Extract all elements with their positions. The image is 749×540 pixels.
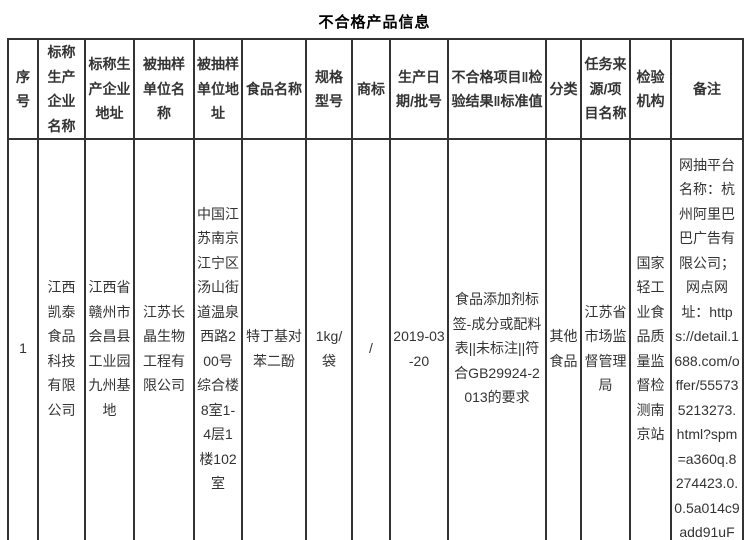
cell-producer-name: 江西凯泰食品科技有限公司 [37, 138, 86, 540]
col-header-serial-number: 序号 [7, 38, 39, 140]
cell-sampled-unit-name: 江苏长晶生物工程有限公司 [133, 138, 195, 540]
col-header-inspection-agency: 检验机构 [629, 38, 672, 140]
cell-category: 其他食品 [545, 138, 582, 540]
cell-producer-address: 江西省赣州市会昌县工业园九州基地 [84, 138, 135, 540]
nonconforming-products-table: 序号 标称生产企业名称 标称生产企业地址 被抽样单位名称 被抽样单位地址 食品名… [7, 38, 744, 540]
cell-food-name: 特丁基对苯二酚 [241, 138, 307, 540]
col-header-category: 分类 [545, 38, 582, 140]
cell-inspection-agency: 国家轻工业食品质量监督检测南京站 [629, 138, 672, 540]
cell-spec-model: 1kg/袋 [305, 138, 353, 540]
col-header-producer-address: 标称生产企业地址 [84, 38, 135, 140]
col-header-sampled-unit-name: 被抽样单位名称 [133, 38, 195, 140]
cell-serial-number: 1 [7, 138, 39, 540]
cell-remarks: 网抽平台名称：杭州阿里巴巴广告有限公司；网点网址：https://detail.… [670, 138, 744, 540]
col-header-remarks: 备注 [670, 38, 744, 140]
cell-sampled-unit-address: 中国江苏南京江宁区汤山街道温泉西路200号综合楼8室1-4层1楼102室 [193, 138, 243, 540]
cell-production-date-batch: 2019-03-20 [389, 138, 449, 540]
col-header-food-name: 食品名称 [241, 38, 307, 140]
col-header-sampled-unit-address: 被抽样单位地址 [193, 38, 243, 140]
col-header-producer-name: 标称生产企业名称 [37, 38, 86, 140]
cell-task-source-project-name: 江苏省市场监督管理局 [580, 138, 631, 540]
col-header-production-date-batch: 生产日期/批号 [389, 38, 449, 140]
table-header-row: 序号 标称生产企业名称 标称生产企业地址 被抽样单位名称 被抽样单位地址 食品名… [7, 38, 744, 140]
table-row: 1 江西凯泰食品科技有限公司 江西省赣州市会昌县工业园九州基地 江苏长晶生物工程… [7, 138, 744, 540]
col-header-task-source-project-name: 任务来源/项目名称 [580, 38, 631, 140]
col-header-nonconforming-item-result-standard: 不合格项目‖检验结果‖标准值 [447, 38, 547, 140]
col-header-trademark: 商标 [351, 38, 391, 140]
cell-trademark: / [351, 138, 391, 540]
col-header-spec-model: 规格型号 [305, 38, 353, 140]
page-title: 不合格产品信息 [318, 14, 431, 31]
cell-nonconforming-item-result-standard: 食品添加剂标签-成分或配料表||未标注||符合GB29924-2013的要求 [447, 138, 547, 540]
